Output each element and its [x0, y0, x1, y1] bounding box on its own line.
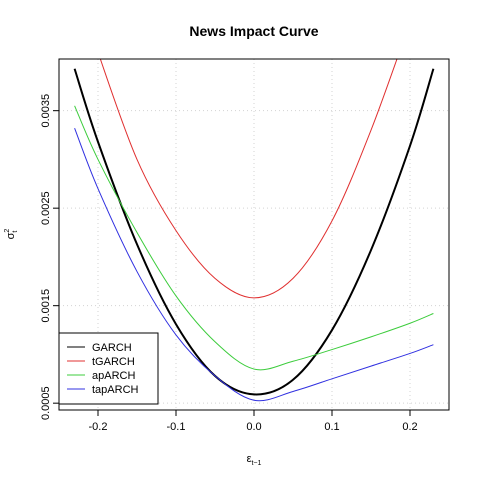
x-tick-label-4: 0.2 [402, 421, 417, 433]
legend-entry-aparch: apARCH [92, 370, 135, 382]
legend-entry-garch: GARCH [92, 342, 132, 354]
y-axis-label-subscript: t [12, 231, 19, 233]
x-tick-label-1: -0.1 [167, 421, 186, 433]
y-tick-label-2: 0.0025 [40, 191, 52, 225]
legend-entry-taparch: tapARCH [92, 384, 139, 396]
legend: GARCH tGARCH apARCH tapARCH [58, 332, 159, 405]
x-axis-label-subscript: t−1 [251, 460, 261, 467]
series-layer [73, 59, 435, 402]
series-line-taparch [74, 128, 434, 402]
chart-title: News Impact Curve [189, 23, 318, 39]
legend-entry-tgarch: tGARCH [92, 356, 135, 368]
y-tick-label-1: 0.0015 [40, 289, 52, 323]
x-axis-label-symbol: ε [247, 453, 252, 465]
y-axis-label-symbol: σ [5, 232, 17, 239]
x-tick-label-2: 0.0 [246, 421, 261, 433]
y-axis-label-superscript: 2 [4, 229, 11, 233]
series-line-tgarch [99, 59, 398, 299]
y-axis: 0.0005 0.0015 0.0025 0.0035 [40, 94, 59, 420]
y-tick-label-0: 0.0005 [40, 386, 52, 420]
y-axis-label: σ2t [4, 229, 19, 240]
x-axis-label: εt−1 [247, 453, 262, 467]
x-axis: -0.2 -0.1 0.0 0.1 0.2 [89, 410, 418, 433]
y-tick-label-3: 0.0035 [40, 94, 52, 128]
x-tick-label-3: 0.1 [324, 421, 339, 433]
series-line-aparch [74, 105, 434, 371]
legend-box [58, 332, 159, 405]
x-tick-label-0: -0.2 [89, 421, 108, 433]
